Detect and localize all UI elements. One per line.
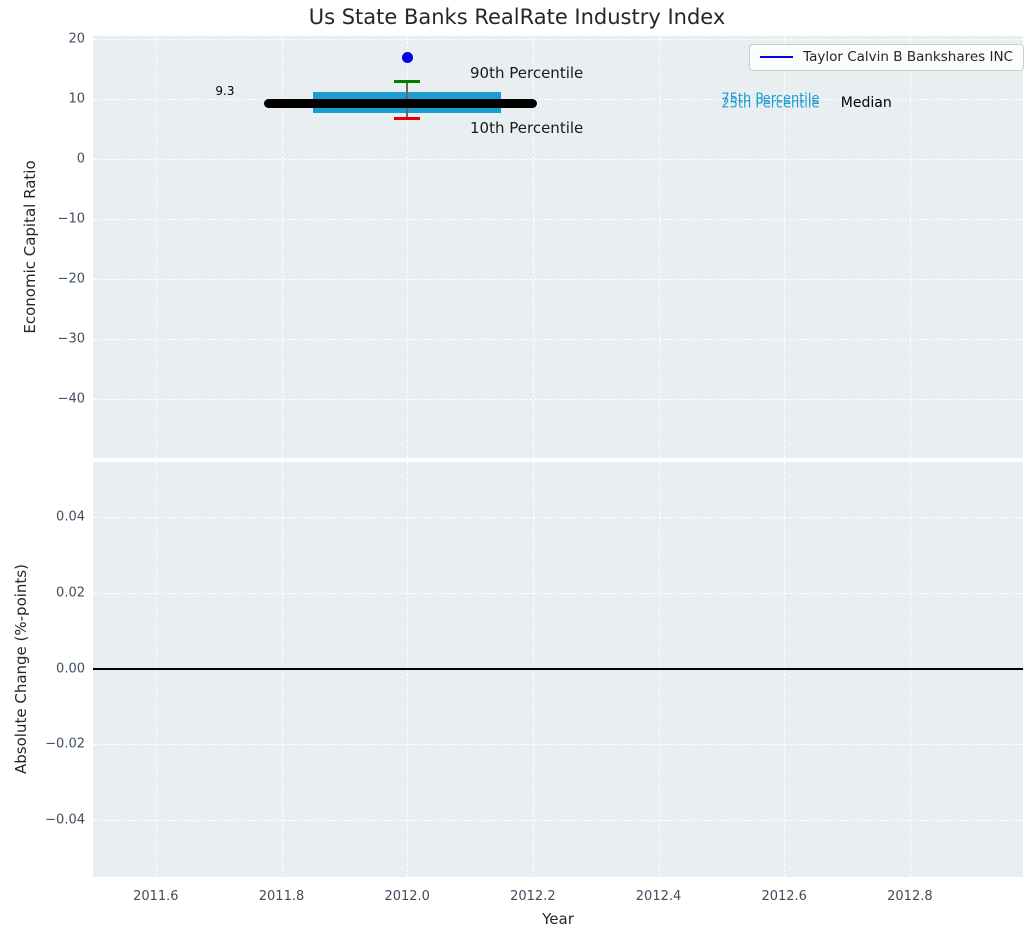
bottom-axes bbox=[93, 462, 1023, 877]
y-axis-label-top: Economic Capital Ratio bbox=[21, 160, 39, 334]
y-tick-label: −0.04 bbox=[45, 812, 85, 828]
gridline-horizontal bbox=[93, 159, 1023, 161]
x-tick-label: 2011.6 bbox=[133, 889, 179, 904]
gridline-vertical bbox=[281, 36, 283, 458]
gridline-horizontal bbox=[93, 39, 1023, 40]
y-tick-label: 0.00 bbox=[56, 661, 85, 677]
x-tick-label: 2012.0 bbox=[384, 889, 430, 904]
gridline-vertical bbox=[658, 36, 660, 458]
legend-label: Taylor Calvin B Bankshares INC bbox=[803, 49, 1013, 65]
gridline-vertical bbox=[909, 36, 911, 458]
y-tick-label: −0.02 bbox=[45, 736, 85, 752]
x-tick-label: 2012.2 bbox=[510, 889, 556, 904]
gridline-horizontal bbox=[93, 399, 1023, 401]
annotation-25th-percentile: 25th Percentile bbox=[721, 96, 820, 112]
whisker-cap-90th bbox=[394, 80, 421, 84]
y-tick-label: 10 bbox=[68, 91, 85, 107]
gridline-horizontal bbox=[93, 592, 1023, 594]
annotation-75th-percentile: 75th Percentile bbox=[721, 91, 820, 107]
y-tick-label: 20 bbox=[68, 31, 85, 47]
gridline-horizontal bbox=[93, 279, 1023, 281]
y-tick-label: 0.04 bbox=[56, 509, 85, 525]
x-axis-label: Year bbox=[542, 910, 574, 928]
x-tick-label: 2012.4 bbox=[635, 889, 682, 904]
legend: Taylor Calvin B Bankshares INC bbox=[749, 44, 1024, 71]
gridline-horizontal bbox=[93, 219, 1023, 221]
gridline-vertical bbox=[532, 36, 534, 458]
zero-baseline bbox=[93, 667, 1023, 670]
gridline-horizontal bbox=[93, 820, 1023, 822]
top-axes: Taylor Calvin B Bankshares INC 9.3 90th P… bbox=[93, 36, 1024, 458]
y-tick-label: −40 bbox=[57, 391, 85, 407]
x-tick-label: 2011.8 bbox=[258, 889, 305, 904]
annotation-90th-percentile: 90th Percentile bbox=[470, 63, 584, 82]
gridline-vertical bbox=[155, 36, 157, 458]
y-tick-label: −30 bbox=[57, 331, 85, 347]
whisker-cap-10th bbox=[394, 116, 421, 120]
x-tick-label: 2012.8 bbox=[887, 889, 933, 904]
x-tick-label: 2012.6 bbox=[761, 889, 807, 904]
legend-line-sample bbox=[760, 56, 794, 58]
y-tick-label: −20 bbox=[57, 271, 85, 287]
y-tick-label: −10 bbox=[57, 211, 85, 227]
y-tick-label: 0 bbox=[76, 151, 85, 167]
gridline-vertical bbox=[407, 36, 409, 458]
y-tick-label: 0.02 bbox=[56, 585, 85, 601]
annotation-10th-percentile: 10th Percentile bbox=[470, 119, 584, 138]
y-axis-label-bottom: Absolute Change (%-points) bbox=[12, 564, 30, 774]
gridline-horizontal bbox=[93, 339, 1023, 341]
company-data-point bbox=[401, 51, 413, 63]
annotation-median: Median bbox=[840, 95, 892, 112]
gridline-horizontal bbox=[93, 744, 1023, 746]
annotation-9-3: 9.3 bbox=[215, 84, 235, 99]
gridline-vertical bbox=[784, 36, 786, 458]
gridline-horizontal bbox=[93, 99, 1023, 101]
chart-title: Us State Banks RealRate Industry Index bbox=[308, 5, 726, 29]
gridline-horizontal bbox=[93, 516, 1023, 518]
median-line bbox=[264, 98, 538, 108]
